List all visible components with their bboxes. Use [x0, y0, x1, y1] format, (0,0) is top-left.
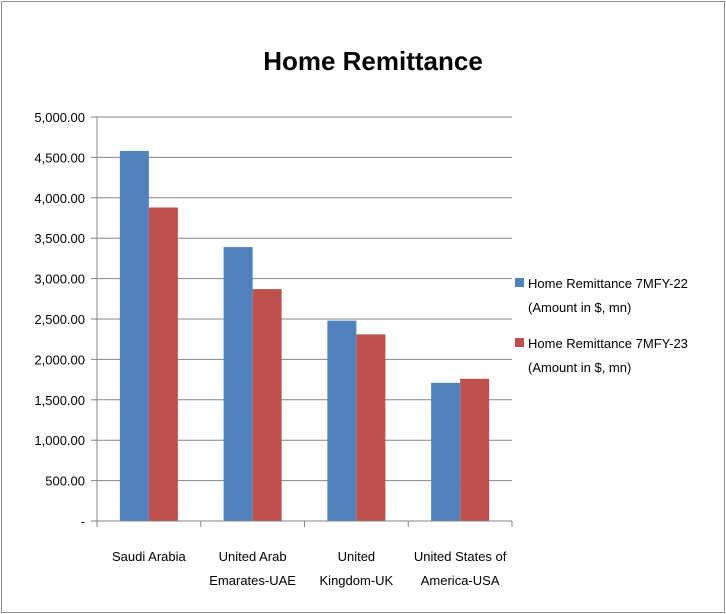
legend-swatch-1: [515, 338, 524, 347]
x-tick-label-1-line-0: United Arab: [219, 549, 287, 564]
y-tick-label-3: 1,500.00: [34, 393, 85, 408]
y-tick-label-9: 4,500.00: [34, 150, 85, 165]
bar-series-0-cat-2: [327, 320, 357, 521]
bar-series-1-cat-2: [356, 334, 386, 521]
bar-series-1-cat-3: [460, 378, 490, 521]
bar-series-0-cat-0: [119, 150, 149, 521]
bar-series-0-cat-1: [223, 247, 253, 521]
y-tick-label-7: 3,500.00: [34, 231, 85, 246]
y-tick-label-5: 2,500.00: [34, 312, 85, 327]
x-tick-label-2-line-1: Kingdom-UK: [320, 573, 394, 588]
y-tick-label-4: 2,000.00: [34, 352, 85, 367]
legend-label-1-line-0: Home Remittance 7MFY-23: [528, 336, 688, 351]
y-axis-ticks: - 500.00 1,000.00 1,500.00 2,000.00 2,500.00 3…: [34, 110, 97, 529]
y-tick-label-10: 5,000.00: [34, 110, 85, 125]
legend: Home Remittance 7MFY-22 (Amount in $, mn)…: [515, 276, 688, 375]
y-tick-label-8: 4,000.00: [34, 191, 85, 206]
bar-series-0-cat-3: [431, 382, 461, 521]
x-tick-label-3-line-1: America-USA: [421, 573, 500, 588]
legend-swatch-0: [515, 278, 524, 287]
bars: [119, 150, 490, 521]
x-tick-label-3-line-0: United States of: [414, 549, 507, 564]
chart-title: Home Remittance: [263, 46, 483, 76]
legend-label-0-line-0: Home Remittance 7MFY-22: [528, 276, 688, 291]
y-tick-label-0: -: [81, 514, 85, 529]
bar-series-1-cat-1: [252, 289, 282, 521]
x-tick-label-1-line-1: Emarates-UAE: [209, 573, 296, 588]
y-tick-label-1: 500.00: [45, 474, 85, 489]
x-tick-label-0-line-0: Saudi Arabia: [112, 549, 186, 564]
legend-label-0-line-1: (Amount in $, mn): [528, 300, 631, 315]
y-tick-label-6: 3,000.00: [34, 272, 85, 287]
x-tick-label-2-line-0: United: [338, 549, 376, 564]
legend-label-1-line-1: (Amount in $, mn): [528, 360, 631, 375]
y-tick-label-2: 1,000.00: [34, 433, 85, 448]
bar-series-1-cat-0: [148, 207, 178, 521]
x-axis-ticks: Saudi Arabia United Arab Emarates-UAE Unite…: [96, 521, 513, 588]
